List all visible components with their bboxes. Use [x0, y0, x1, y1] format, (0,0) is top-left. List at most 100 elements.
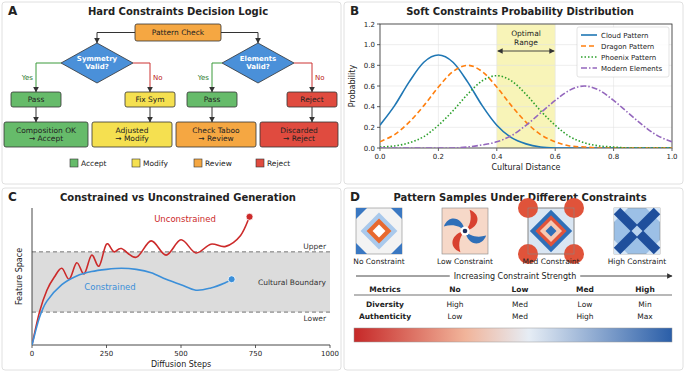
y-tick — [377, 24, 380, 25]
range-arrow — [498, 51, 554, 52]
grid-line — [380, 127, 672, 128]
outcome-node-text-line: → Review — [198, 134, 233, 143]
table-header: No — [449, 285, 460, 294]
direction-arrow — [580, 276, 672, 277]
pattern-shape — [463, 229, 468, 234]
x-tick — [380, 148, 381, 151]
pattern-frame — [356, 208, 402, 254]
y-tick — [377, 44, 380, 45]
pattern-shape — [361, 213, 398, 250]
table-cell: Max — [637, 312, 653, 321]
start-node — [135, 24, 221, 41]
pattern-shape — [545, 225, 556, 236]
pattern-shape — [617, 211, 657, 251]
panel-chart: CConstrained vs Unconstrained Generation… — [8, 190, 339, 369]
key-label: Accept — [81, 159, 107, 168]
panel-label: D — [350, 190, 360, 204]
yes-branch — [212, 63, 222, 92]
x-tick-label: 1.0 — [666, 153, 677, 161]
x-tick-label: 1000 — [321, 350, 339, 358]
boundary-label: Lower — [304, 314, 327, 323]
outcome-node-text-line: → Modify — [115, 134, 149, 143]
pattern-shape — [540, 220, 562, 242]
pattern-shape — [373, 225, 386, 238]
x-tick-label: 250 — [100, 350, 113, 358]
panel-a: A Hard Constraints Decision Logic Pattern … — [4, 4, 338, 168]
x-tick — [496, 148, 497, 151]
key-swatch — [132, 159, 140, 167]
panel-label: C — [8, 190, 17, 204]
result-node-text-line: Fix Sym — [135, 95, 164, 104]
table-header: Metrics — [369, 285, 401, 294]
pattern-sample — [442, 208, 488, 254]
panel-title: Soft Constraints Probability Distributio… — [406, 6, 634, 17]
outcome-node — [260, 122, 338, 147]
table-rule — [354, 295, 672, 296]
pattern-sample — [356, 208, 402, 254]
panel-label: A — [8, 4, 18, 18]
panel-label: B — [350, 4, 359, 18]
table-cell: Med — [512, 300, 528, 309]
result-node-text-line: Pass — [204, 95, 221, 104]
sample-caption: Low Constraint — [437, 257, 493, 266]
outcome-node-text: Check Taboo→ Review — [192, 126, 240, 144]
series-line — [380, 55, 672, 148]
panel-title: Hard Constraints Decision Logic — [88, 6, 268, 17]
x-tick — [555, 148, 556, 151]
pattern-shape — [356, 208, 367, 219]
pattern-shape — [535, 215, 566, 246]
decision-node — [61, 43, 133, 83]
pattern-shape — [617, 211, 657, 251]
outcome-node — [176, 122, 256, 147]
x-tick — [106, 345, 107, 348]
panel-d: D Pattern Samples Under Different Constra… — [350, 190, 672, 342]
table-cell: Authenticity — [359, 312, 411, 321]
y-tick-label: 0.4 — [364, 103, 376, 111]
outcome-node-text: Composition OK→ Accept — [16, 126, 77, 144]
boundary-band — [32, 252, 330, 312]
legend-box — [577, 27, 669, 77]
no-branch — [294, 63, 312, 92]
x-tick — [32, 345, 33, 348]
x-axis — [32, 345, 330, 346]
x-tick-label: 0.4 — [491, 153, 503, 161]
direction-label: Increasing Constraint Strength — [454, 272, 576, 281]
panel-chart: B Soft Constraints Probability Distributi… — [348, 4, 678, 172]
table-header: Med — [576, 285, 594, 294]
key-swatch — [194, 159, 202, 167]
legend-label: Dragon Pattern — [601, 43, 654, 51]
series-line — [380, 76, 672, 148]
yes-branch — [36, 63, 61, 92]
pattern-frame — [614, 208, 660, 254]
pattern-shape — [631, 225, 642, 236]
y-axis — [32, 208, 33, 345]
outcome-node — [4, 122, 88, 147]
sample-caption: No Constraint — [353, 257, 405, 266]
table-cell: Min — [638, 300, 652, 309]
plot-frame — [380, 24, 672, 148]
decision-text: ElementsValid? — [240, 55, 276, 71]
legend-swatch — [581, 45, 597, 47]
panel-title: Pattern Samples Under Different Constrai… — [393, 192, 646, 203]
x-tick-label: 500 — [174, 350, 187, 358]
series-label: Unconstrained — [154, 214, 216, 224]
result-node — [287, 92, 337, 107]
end-marker — [228, 276, 235, 283]
figure: A Hard Constraints Decision Logic Pattern … — [0, 0, 685, 373]
result-node-text: Pass — [204, 95, 221, 104]
y-tick-label: 1.2 — [364, 21, 375, 29]
yes-label: Yes — [197, 74, 210, 82]
legend-label: Modern Elements — [601, 65, 662, 73]
y-tick — [377, 106, 380, 107]
start-node-text: Pattern Check — [152, 28, 205, 37]
table-cell: Med — [512, 312, 528, 321]
legend-label: Phoenix Pattern — [601, 54, 656, 62]
x-tick — [613, 148, 614, 151]
outcome-node-text-line: → Reject — [283, 134, 315, 143]
x-tick — [255, 345, 256, 348]
x-tick-label: 0 — [30, 350, 34, 358]
connector — [36, 107, 37, 122]
pattern-frame — [442, 208, 488, 254]
series-group — [380, 55, 672, 148]
result-node-text: Reject — [300, 95, 323, 104]
